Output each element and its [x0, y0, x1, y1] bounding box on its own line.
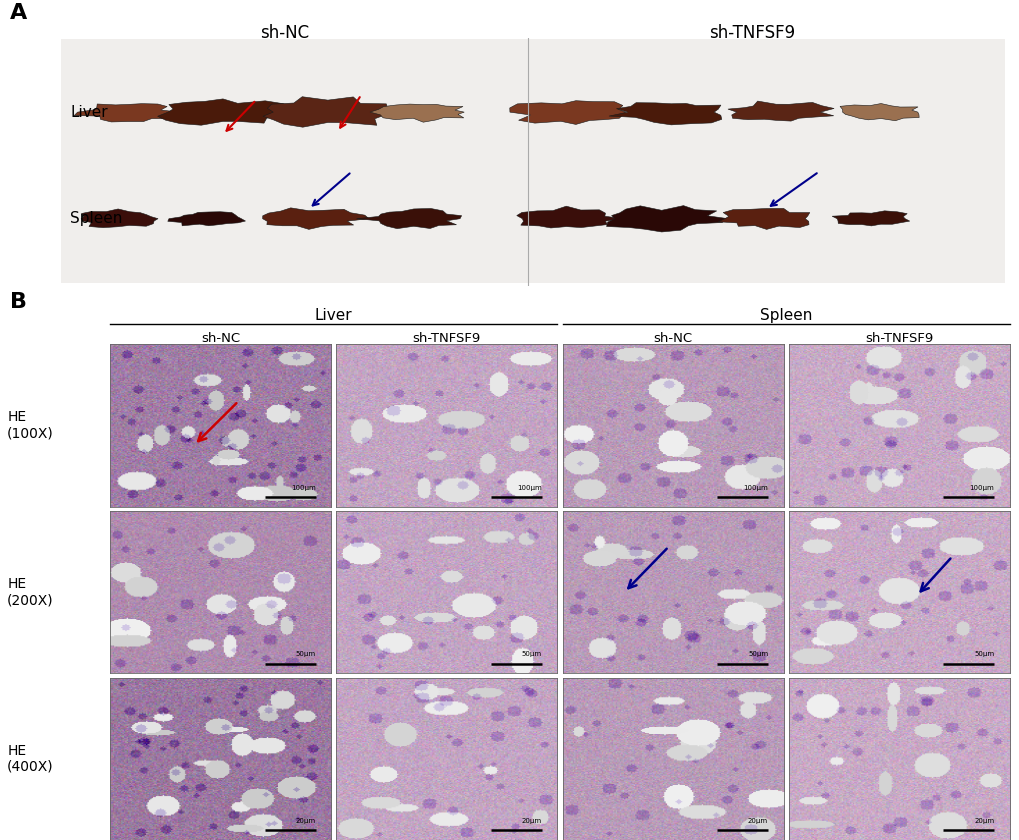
- Text: Liver: Liver: [70, 105, 108, 119]
- PathPatch shape: [728, 101, 834, 121]
- Text: sh-NC: sh-NC: [260, 24, 309, 42]
- Text: 20μm: 20μm: [973, 818, 994, 824]
- PathPatch shape: [167, 212, 246, 226]
- Text: HE
(200X): HE (200X): [7, 577, 54, 607]
- Text: 50μm: 50μm: [973, 651, 994, 657]
- Text: 100μm: 100μm: [743, 485, 767, 491]
- PathPatch shape: [717, 208, 809, 229]
- PathPatch shape: [74, 103, 179, 122]
- PathPatch shape: [608, 102, 721, 125]
- PathPatch shape: [606, 206, 728, 232]
- PathPatch shape: [510, 101, 625, 124]
- Text: A: A: [10, 3, 28, 23]
- Text: sh-TNFSF9: sh-TNFSF9: [413, 333, 481, 345]
- Text: B: B: [10, 292, 28, 312]
- PathPatch shape: [517, 206, 623, 228]
- PathPatch shape: [832, 211, 909, 226]
- Text: 50μm: 50μm: [296, 651, 316, 657]
- Text: 20μm: 20μm: [296, 818, 316, 824]
- PathPatch shape: [370, 104, 464, 122]
- Text: Liver: Liver: [315, 307, 353, 323]
- PathPatch shape: [263, 97, 399, 127]
- Text: 50μm: 50μm: [522, 651, 541, 657]
- PathPatch shape: [262, 207, 369, 229]
- Text: 50μm: 50μm: [747, 651, 767, 657]
- Text: 100μm: 100μm: [969, 485, 994, 491]
- Text: 20μm: 20μm: [747, 818, 767, 824]
- PathPatch shape: [840, 103, 918, 121]
- Text: 100μm: 100μm: [517, 485, 541, 491]
- PathPatch shape: [357, 208, 462, 228]
- Text: sh-TNFSF9: sh-TNFSF9: [864, 333, 932, 345]
- Text: HE
(100X): HE (100X): [7, 411, 54, 441]
- Text: Spleen: Spleen: [70, 211, 122, 226]
- Text: sh-TNFSF9: sh-TNFSF9: [708, 24, 795, 42]
- PathPatch shape: [82, 209, 158, 228]
- Text: Spleen: Spleen: [759, 307, 811, 323]
- Text: HE
(400X): HE (400X): [7, 743, 54, 774]
- FancyBboxPatch shape: [61, 39, 1004, 283]
- Text: 100μm: 100μm: [290, 485, 316, 491]
- Text: sh-NC: sh-NC: [653, 333, 692, 345]
- PathPatch shape: [158, 99, 293, 125]
- Text: 20μm: 20μm: [522, 818, 541, 824]
- Text: sh-NC: sh-NC: [201, 333, 240, 345]
